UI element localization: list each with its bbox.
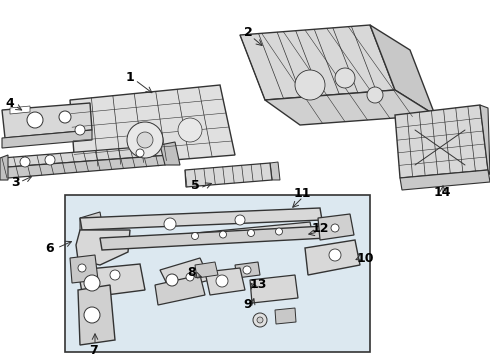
Circle shape bbox=[186, 273, 194, 281]
Polygon shape bbox=[370, 25, 435, 115]
Circle shape bbox=[295, 70, 325, 100]
Circle shape bbox=[253, 313, 267, 327]
Circle shape bbox=[84, 307, 100, 323]
Bar bbox=[65, 195, 370, 352]
Text: 7: 7 bbox=[89, 343, 98, 356]
Polygon shape bbox=[2, 145, 170, 167]
Text: 9: 9 bbox=[244, 298, 252, 311]
Text: 12: 12 bbox=[311, 221, 329, 234]
Polygon shape bbox=[2, 103, 92, 138]
Polygon shape bbox=[480, 105, 490, 175]
Polygon shape bbox=[160, 142, 180, 165]
Polygon shape bbox=[185, 163, 272, 187]
Polygon shape bbox=[400, 170, 490, 190]
Polygon shape bbox=[155, 275, 205, 305]
Text: 6: 6 bbox=[46, 242, 54, 255]
Bar bbox=[154, 200, 360, 351]
Text: 5: 5 bbox=[191, 179, 199, 192]
Polygon shape bbox=[235, 262, 260, 278]
Polygon shape bbox=[0, 155, 8, 180]
Polygon shape bbox=[78, 264, 145, 298]
Text: 4: 4 bbox=[5, 96, 14, 109]
Circle shape bbox=[166, 274, 178, 286]
Polygon shape bbox=[76, 230, 130, 265]
Circle shape bbox=[20, 157, 30, 167]
Circle shape bbox=[220, 231, 226, 238]
Circle shape bbox=[216, 275, 228, 287]
Polygon shape bbox=[78, 285, 115, 345]
Circle shape bbox=[27, 112, 43, 128]
Polygon shape bbox=[250, 275, 298, 303]
Circle shape bbox=[164, 218, 176, 230]
Circle shape bbox=[110, 270, 120, 280]
Circle shape bbox=[257, 317, 263, 323]
Polygon shape bbox=[175, 222, 312, 245]
Polygon shape bbox=[160, 258, 210, 290]
Text: 1: 1 bbox=[125, 71, 134, 84]
Text: 14: 14 bbox=[433, 185, 451, 198]
Text: 3: 3 bbox=[11, 176, 19, 189]
Polygon shape bbox=[2, 130, 92, 148]
Polygon shape bbox=[80, 212, 105, 245]
Circle shape bbox=[75, 125, 85, 135]
Text: 13: 13 bbox=[249, 279, 267, 292]
Circle shape bbox=[59, 111, 71, 123]
Circle shape bbox=[367, 87, 383, 103]
Circle shape bbox=[247, 230, 254, 237]
Circle shape bbox=[235, 215, 245, 225]
Polygon shape bbox=[205, 268, 245, 295]
Text: 8: 8 bbox=[188, 266, 196, 279]
Polygon shape bbox=[318, 214, 354, 240]
Polygon shape bbox=[305, 240, 360, 275]
Polygon shape bbox=[10, 106, 30, 114]
Polygon shape bbox=[70, 255, 98, 283]
Circle shape bbox=[45, 155, 55, 165]
Circle shape bbox=[136, 149, 144, 157]
Circle shape bbox=[137, 132, 153, 148]
Circle shape bbox=[329, 249, 341, 261]
Circle shape bbox=[84, 275, 100, 291]
Circle shape bbox=[192, 233, 198, 239]
Circle shape bbox=[335, 68, 355, 88]
Circle shape bbox=[178, 118, 202, 142]
Circle shape bbox=[127, 122, 163, 158]
Circle shape bbox=[275, 228, 283, 235]
Circle shape bbox=[243, 266, 251, 274]
Polygon shape bbox=[2, 155, 170, 178]
Polygon shape bbox=[100, 226, 327, 250]
Polygon shape bbox=[395, 105, 488, 178]
Circle shape bbox=[78, 264, 86, 272]
Text: 10: 10 bbox=[356, 252, 374, 265]
Polygon shape bbox=[265, 90, 435, 125]
Polygon shape bbox=[240, 25, 395, 100]
Text: 11: 11 bbox=[293, 186, 311, 199]
Polygon shape bbox=[275, 308, 296, 324]
Circle shape bbox=[331, 224, 339, 232]
Polygon shape bbox=[270, 162, 280, 180]
Polygon shape bbox=[80, 208, 322, 230]
Polygon shape bbox=[70, 85, 235, 168]
Polygon shape bbox=[195, 262, 218, 278]
Text: 2: 2 bbox=[244, 26, 252, 39]
